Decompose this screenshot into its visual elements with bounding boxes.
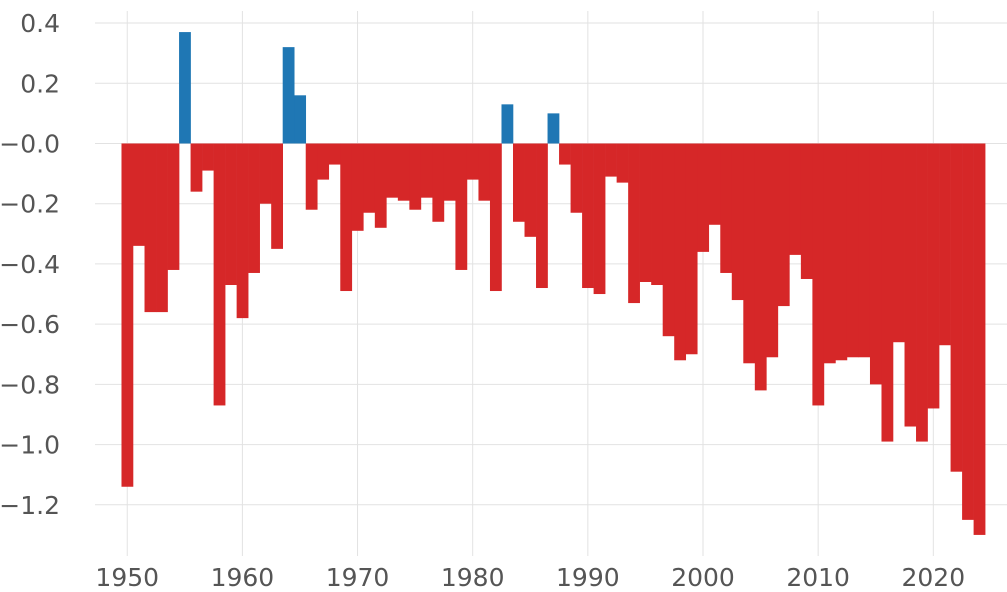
bar-2004 — [743, 143, 756, 364]
bar-1959 — [225, 143, 237, 286]
bar-2024 — [973, 143, 986, 535]
y-tick-label: 0.4 — [20, 9, 60, 38]
y-tick-label: −0.6 — [0, 310, 60, 339]
bar-1984 — [513, 143, 525, 222]
bar-1956 — [190, 143, 203, 192]
bar-1963 — [271, 143, 283, 249]
bar-1990 — [582, 143, 594, 289]
bar-1972 — [374, 143, 387, 228]
bar-1987 — [547, 113, 560, 144]
y-tick-label: 0.2 — [20, 69, 60, 98]
bar-2016 — [881, 143, 894, 442]
bar-1962 — [259, 143, 272, 204]
bar-2008 — [789, 143, 802, 255]
x-tick-label: 1960 — [211, 563, 275, 592]
bar-1965 — [294, 95, 307, 144]
bar-1999 — [685, 143, 698, 355]
y-tick-label: −0.8 — [0, 370, 60, 399]
bar-1964 — [282, 47, 295, 144]
bar-2011 — [823, 143, 836, 364]
y-tick-label: −0.0 — [0, 129, 60, 158]
bar-1952 — [144, 143, 157, 313]
bar-1983 — [501, 104, 514, 144]
bar-2021 — [939, 143, 951, 346]
bar-1996 — [651, 143, 663, 286]
bar-1985 — [524, 143, 537, 237]
x-tick-label: 1950 — [95, 563, 159, 592]
bar-1989 — [570, 143, 583, 213]
bar-2017 — [893, 143, 905, 343]
bar-2005 — [754, 143, 767, 391]
bar-1971 — [363, 143, 376, 213]
bar-1958 — [213, 143, 226, 406]
bar-2003 — [731, 143, 744, 301]
bar-1960 — [236, 143, 249, 319]
bar-1992 — [605, 143, 617, 177]
y-tick-label: −0.4 — [0, 250, 60, 279]
x-tick-label: 2020 — [901, 563, 965, 592]
bar-2015 — [869, 143, 882, 385]
x-axis-tick-labels: 1950 1960 1970 1980 1990 2000 2010 2020 — [95, 563, 965, 592]
bar-2009 — [800, 143, 813, 279]
x-tick-label: 1970 — [326, 563, 390, 592]
bar-2018 — [904, 143, 917, 427]
bar-1979 — [455, 143, 468, 270]
bar-2013 — [846, 143, 859, 358]
y-axis-tick-labels: 0.4 0.2 −0.0 −0.2 −0.4 −0.6 −0.8 −1.0 −1.2 — [0, 9, 60, 520]
x-tick-label: 1990 — [556, 563, 620, 592]
bar-1997 — [662, 143, 675, 337]
bar-1957 — [202, 143, 214, 171]
bar-1969 — [340, 143, 353, 292]
bar-1998 — [674, 143, 687, 361]
bar-2023 — [962, 143, 974, 520]
bar-1966 — [305, 143, 318, 210]
bar-1961 — [248, 143, 260, 273]
bar-1974 — [397, 143, 410, 201]
bar-2006 — [766, 143, 779, 358]
bar-2019 — [916, 143, 928, 442]
bar-1968 — [328, 143, 341, 165]
bar-2010 — [812, 143, 825, 406]
x-tick-label: 2000 — [671, 563, 735, 592]
bar-1955 — [179, 32, 191, 144]
bar-1978 — [443, 143, 456, 201]
bar-2022 — [950, 143, 963, 472]
bar-1988 — [559, 143, 571, 165]
bar-1954 — [167, 143, 180, 270]
bar-1991 — [593, 143, 606, 295]
y-tick-label: −1.2 — [0, 491, 60, 520]
y-tick-label: −1.0 — [0, 431, 60, 460]
bar-2014 — [858, 143, 871, 358]
x-tick-label: 1980 — [441, 563, 505, 592]
bar-2000 — [697, 143, 710, 252]
bar-2012 — [835, 143, 848, 361]
bar-1973 — [386, 143, 399, 198]
bar-2007 — [777, 143, 790, 307]
y-tick-label: −0.2 — [0, 190, 60, 219]
bar-1976 — [420, 143, 433, 198]
bar-1995 — [639, 143, 652, 282]
bar-1980 — [466, 143, 479, 180]
bar-2020 — [927, 143, 940, 409]
bar-1970 — [351, 143, 364, 231]
bar-1977 — [432, 143, 445, 222]
bar-1950 — [121, 143, 134, 487]
bar-2001 — [708, 143, 721, 225]
bar-1981 — [478, 143, 491, 201]
bar-2002 — [720, 143, 733, 273]
bar-1982 — [489, 143, 502, 292]
x-tick-label: 2010 — [786, 563, 850, 592]
bar-1994 — [628, 143, 640, 304]
bars — [121, 32, 986, 535]
bar-1953 — [156, 143, 168, 313]
bar-1993 — [616, 143, 629, 183]
bar-1975 — [409, 143, 422, 210]
bar-1967 — [317, 143, 330, 180]
bar-1986 — [536, 143, 548, 289]
bar-1951 — [133, 143, 145, 246]
